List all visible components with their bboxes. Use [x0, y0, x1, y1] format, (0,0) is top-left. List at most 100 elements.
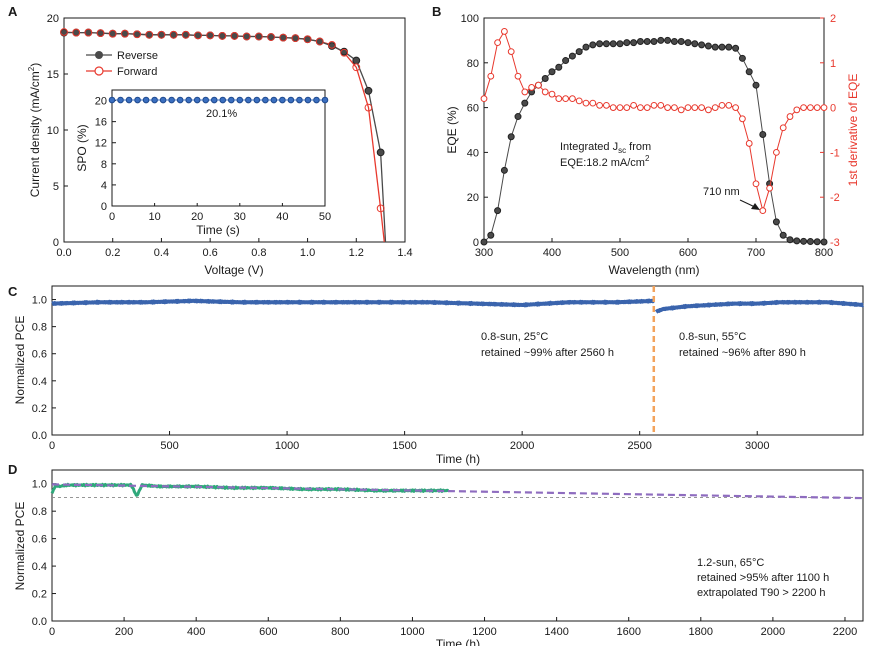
panel-d-y-ticks: 0.0 0.2 0.4 0.6 0.8 1.0	[32, 479, 56, 628]
derivative-point	[616, 104, 624, 111]
spo-point	[313, 96, 320, 104]
forward-point	[120, 29, 129, 38]
derivative-point	[718, 101, 726, 109]
panel-d-x-tick-label: 2200	[833, 626, 857, 638]
spo-point	[117, 96, 124, 104]
panel-c-x-label: Time (h)	[436, 452, 480, 466]
eqe-point	[718, 43, 726, 51]
derivative-point	[664, 104, 671, 111]
forward-point	[96, 29, 105, 38]
derivative-point	[582, 99, 590, 107]
panel-b-annotation-1: Integrated Jsc from	[560, 141, 651, 155]
panel-b-y-tick-label: 60	[467, 103, 479, 115]
spo-point	[159, 96, 167, 104]
derivative-point	[691, 104, 699, 111]
derivative-point	[813, 104, 821, 111]
forward-point	[376, 204, 385, 213]
panel-b-x-tick-label: 500	[611, 247, 629, 259]
forward-point	[84, 28, 93, 37]
derivative-point	[698, 104, 705, 111]
eqe-point	[582, 43, 590, 51]
derivative-point	[711, 104, 719, 111]
inset-y-tick-label: 12	[95, 138, 107, 150]
panel-c-x-tick-label: 0	[49, 440, 55, 452]
panel-d-x-tick-label: 200	[115, 626, 133, 638]
panel-b-y-ticks: 0 20 40 60 80 100	[461, 13, 488, 249]
forward-point	[206, 31, 215, 40]
inset-series	[108, 96, 329, 104]
panel-c-annotation-left-2: retained ~99% after 2560 h	[481, 347, 614, 359]
panel-a-x-tick-label: 0.4	[154, 247, 169, 259]
spo-point	[321, 96, 329, 104]
panel-d-y-tick-label: 0.2	[32, 589, 47, 601]
panel-d-x-tick-label: 800	[331, 626, 349, 638]
inset-x-tick-label: 10	[148, 211, 160, 223]
spo-point	[304, 96, 312, 104]
derivative-point	[541, 88, 549, 96]
panel-b-annotation-710nm: 710 nm	[703, 186, 740, 198]
inset-x-tick-label: 50	[319, 211, 331, 223]
panel-b-annotation-2: EQE:18.2 mA/cm2	[560, 154, 650, 169]
panel-c-y-ticks: 0.0 0.2 0.4 0.6 0.8 1.0	[32, 295, 56, 442]
reverse-line	[64, 31, 387, 242]
spo-point	[151, 96, 158, 104]
panel-c-y-tick-label: 0.0	[32, 430, 47, 442]
derivative-point	[793, 106, 801, 114]
inset-x-tick-label: 30	[234, 211, 246, 223]
panel-b-y-right-tick-label: -2	[830, 192, 840, 204]
derivative-point	[480, 95, 488, 103]
forward-point	[145, 30, 154, 39]
eqe-point	[650, 38, 658, 46]
derivative-point	[752, 180, 760, 188]
panel-c-annotation-left-1: 0.8-sun, 25°C	[481, 331, 548, 343]
spo-point	[193, 96, 201, 104]
eqe-point	[772, 218, 780, 226]
spo-point	[202, 96, 210, 104]
derivative-point	[528, 84, 535, 91]
eqe-point	[623, 39, 631, 47]
inset-x-tick-label: 40	[276, 211, 288, 223]
panel-b-y-ticks-right: -3 -2 -1 0 1 2	[820, 13, 840, 249]
panel-a-y-tick-label: 20	[47, 13, 59, 25]
derivative-point	[800, 104, 807, 111]
eqe-point	[684, 39, 692, 47]
panel-b-x-tick-label: 300	[475, 247, 493, 259]
derivative-point	[609, 104, 617, 111]
derivative-point	[807, 104, 814, 111]
panel-a-inset: 0 10 20 30 40 50 0 4 8 12 16 20 Time (s) SPO (%) 2…	[75, 89, 331, 237]
panel-a-x-tick-label: 0.0	[56, 247, 71, 259]
forward-point	[364, 103, 373, 112]
inset-annotation: 20.1%	[206, 108, 237, 120]
eqe-point	[779, 231, 787, 239]
panel-b-y-label-right: 1st derivative of EQE	[846, 74, 860, 187]
panel-c-series	[50, 286, 865, 435]
eqe-point	[487, 231, 495, 239]
panel-d-annotation-3: extrapolated T90 > 2200 h	[697, 587, 826, 599]
forward-point	[108, 29, 117, 38]
panel-d-x-tick-label: 1000	[400, 626, 424, 638]
forward-point	[157, 30, 166, 39]
eqe-point	[589, 41, 597, 49]
panel-c-annotation-right-2: retained ~96% after 890 h	[679, 347, 806, 359]
derivative-point	[657, 101, 665, 109]
eqe-point	[813, 238, 821, 246]
eqe-point	[568, 52, 576, 60]
legend-reverse-marker	[95, 51, 103, 59]
eqe-point	[630, 39, 638, 47]
derivative-point	[521, 88, 529, 96]
forward-point	[291, 34, 300, 43]
panel-c-x-tick-label: 2500	[627, 440, 651, 452]
panel-b-y-tick-label: 40	[467, 147, 479, 159]
panel-a-x-tick-label: 1.4	[397, 247, 412, 259]
derivative-point	[745, 140, 753, 147]
derivative-point	[548, 90, 556, 98]
panel-d-x-tick-label: 0	[49, 626, 55, 638]
panel-d-series	[50, 482, 864, 500]
inset-y-ticks: 0 4 8 12 16 20	[95, 96, 116, 213]
derivative-point	[535, 81, 542, 89]
panel-c-y-tick-label: 0.6	[32, 349, 47, 361]
reverse-point	[352, 56, 361, 65]
panel-b-x-tick-label: 600	[679, 247, 697, 259]
panel-d-x-tick-label: 1200	[472, 626, 496, 638]
pce-55c-line	[654, 299, 865, 314]
